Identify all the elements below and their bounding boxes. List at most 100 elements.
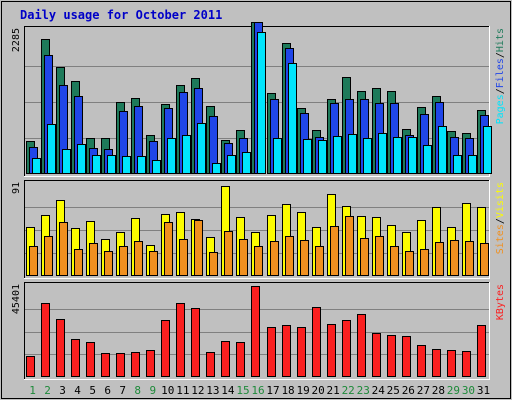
bar-kbytes-day-19	[297, 327, 306, 377]
bar-sites-day-31	[480, 243, 489, 276]
y-max-tick-label: 91	[11, 182, 22, 194]
bar-pages-day-27	[423, 145, 432, 174]
bar-sites-day-25	[390, 246, 399, 276]
bar-kbytes-day-4	[71, 339, 80, 377]
bar-kbytes-day-20	[312, 307, 321, 377]
bar-kbytes-day-15	[236, 342, 245, 377]
x-tick-label-14: 14	[221, 384, 235, 397]
bar-kbytes-day-11	[176, 303, 185, 377]
bar-kbytes-day-5	[86, 342, 95, 377]
panel-kbytes: 45401 KBytes	[11, 282, 506, 380]
bar-kbytes-day-2	[41, 303, 50, 377]
bar-sites-day-1	[29, 246, 38, 276]
x-tick-label-28: 28	[432, 384, 445, 397]
bar-pages-day-10	[167, 138, 176, 174]
bar-kbytes-day-14	[221, 341, 230, 377]
panel-legend: Sites/Visits	[495, 182, 506, 254]
legend-kbytes: KBytes	[495, 284, 506, 320]
bar-kbytes-day-10	[161, 320, 170, 377]
chart-title: Daily usage for October 2011	[20, 8, 222, 22]
y-max-tick-label: 2285	[11, 28, 22, 52]
bar-sites-day-24	[375, 236, 384, 276]
bar-pages-day-4	[77, 144, 86, 174]
legend-sites: Sites	[495, 224, 506, 254]
x-tick-label-22: 22	[342, 384, 355, 397]
x-tick-label-17: 17	[266, 384, 279, 397]
bar-sites-day-12	[194, 220, 203, 276]
x-tick-label-25: 25	[387, 384, 400, 397]
bar-pages-day-23	[363, 138, 372, 174]
bar-kbytes-day-30	[462, 351, 471, 377]
legend-hits: Hits	[495, 28, 506, 52]
bar-pages-day-25	[393, 137, 402, 174]
legend-separator: /	[495, 218, 506, 224]
bar-pages-day-22	[348, 134, 357, 174]
bar-kbytes-day-9	[146, 350, 155, 377]
x-tick-label-20: 20	[312, 384, 325, 397]
bar-sites-day-22	[345, 216, 354, 276]
bar-kbytes-day-26	[402, 336, 411, 377]
bar-kbytes-day-1	[26, 356, 35, 377]
bar-sites-day-6	[104, 251, 113, 276]
x-tick-label-16: 16	[251, 384, 264, 397]
legend-visits: Visits	[495, 182, 506, 218]
bar-sites-day-29	[450, 240, 459, 276]
bar-pages-day-16	[257, 32, 266, 174]
x-tick-label-7: 7	[119, 384, 126, 397]
x-tick-label-13: 13	[206, 384, 219, 397]
x-tick-label-10: 10	[161, 384, 174, 397]
panel-legend: KBytes	[495, 284, 506, 320]
x-tick-label-5: 5	[89, 384, 96, 397]
bar-kbytes-day-23	[357, 314, 366, 377]
bar-sites-day-3	[59, 222, 68, 276]
legend-files: Files	[495, 58, 506, 88]
bar-pages-day-7	[122, 156, 131, 174]
bar-sites-day-23	[360, 238, 369, 276]
bar-sites-day-18	[285, 236, 294, 276]
bar-pages-day-2	[47, 124, 56, 174]
legend-pages: Pages	[495, 94, 506, 124]
bar-pages-day-3	[62, 149, 71, 174]
bar-pages-day-28	[438, 126, 447, 174]
bar-pages-day-12	[197, 123, 206, 174]
bar-pages-day-31	[483, 126, 492, 174]
bar-pages-day-29	[453, 155, 462, 174]
bar-kbytes-day-21	[327, 324, 336, 377]
bar-kbytes-day-3	[56, 319, 65, 377]
bar-sites-day-5	[89, 243, 98, 276]
bar-sites-day-19	[300, 240, 309, 276]
bar-pages-day-1	[32, 158, 41, 174]
bar-kbytes-day-29	[447, 350, 456, 377]
panel-visits-sites: 91 Sites/Visits	[11, 180, 506, 279]
bar-kbytes-day-18	[282, 325, 291, 377]
x-tick-label-27: 27	[417, 384, 430, 397]
bar-pages-day-17	[273, 138, 282, 174]
x-tick-label-4: 4	[74, 384, 81, 397]
bar-kbytes-day-13	[206, 352, 215, 377]
bar-kbytes-day-27	[417, 345, 426, 377]
bar-kbytes-day-12	[191, 308, 200, 377]
bar-pages-day-20	[318, 140, 327, 174]
x-tick-label-29: 29	[447, 384, 460, 397]
bar-kbytes-day-24	[372, 333, 381, 377]
bar-sites-day-27	[420, 249, 429, 276]
bar-pages-day-13	[212, 163, 221, 174]
bar-kbytes-day-22	[342, 320, 351, 377]
legend-separator: /	[495, 88, 506, 94]
x-tick-label-30: 30	[462, 384, 475, 397]
panel-legend: Pages/Files/Hits	[495, 28, 506, 124]
bar-pages-day-5	[92, 155, 101, 174]
bar-kbytes-day-16	[251, 286, 260, 377]
bar-pages-day-6	[107, 155, 116, 174]
x-tick-label-15: 15	[236, 384, 249, 397]
x-tick-label-6: 6	[104, 384, 111, 397]
bar-sites-day-17	[270, 241, 279, 276]
bar-sites-day-7	[119, 246, 128, 276]
bar-kbytes-day-28	[432, 349, 441, 377]
x-tick-label-9: 9	[149, 384, 156, 397]
bar-sites-day-4	[74, 249, 83, 276]
bar-sites-day-20	[315, 246, 324, 276]
